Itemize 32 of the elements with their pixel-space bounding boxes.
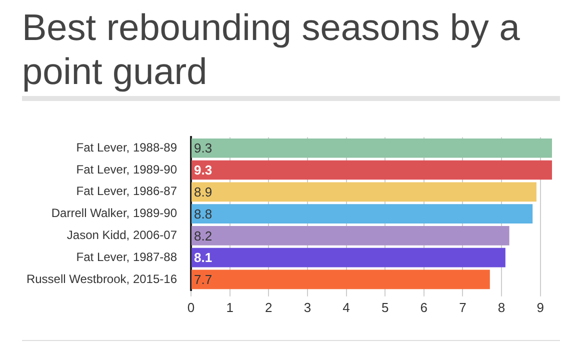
chart-title: Best rebounding seasons by a point guard xyxy=(22,6,521,94)
bar xyxy=(192,226,510,246)
x-tick-label: 2 xyxy=(265,300,272,315)
bar xyxy=(192,248,506,268)
x-tick-label: 3 xyxy=(304,300,312,315)
x-tick-label: 4 xyxy=(342,300,350,315)
y-tick-label: Darrell Walker, 1989-90 xyxy=(51,206,178,220)
x-tick-label: 9 xyxy=(536,300,544,315)
y-tick-label: Russell Westbrook, 2015-16 xyxy=(26,272,178,286)
data-label: 7.7 xyxy=(194,272,212,288)
bar xyxy=(192,204,533,224)
x-tick-label: 8 xyxy=(498,300,506,315)
x-tick-label: 7 xyxy=(459,300,466,315)
y-tick-label: Fat Lever, 1988-89 xyxy=(76,140,178,154)
x-tick-label: 6 xyxy=(420,300,428,315)
data-label: 9.3 xyxy=(194,162,212,178)
bar xyxy=(192,270,490,290)
data-label: 8.1 xyxy=(194,250,212,266)
data-label: 8.2 xyxy=(194,228,212,244)
y-tick-label: Fat Lever, 1987-88 xyxy=(76,250,178,264)
data-label: 8.9 xyxy=(194,184,212,200)
bar xyxy=(192,138,552,158)
bar xyxy=(192,182,536,202)
y-tick-label: Jason Kidd, 2006-07 xyxy=(66,228,178,242)
x-tick-label: 5 xyxy=(381,300,389,315)
data-label: 8.8 xyxy=(194,206,212,222)
y-tick-label: Fat Lever, 1989-90 xyxy=(76,162,178,176)
data-label: 9.3 xyxy=(194,140,212,156)
bar xyxy=(192,160,552,180)
x-tick-label: 0 xyxy=(187,300,195,315)
x-tick-label: 1 xyxy=(226,300,234,315)
y-tick-label: Fat Lever, 1986-87 xyxy=(76,184,178,198)
